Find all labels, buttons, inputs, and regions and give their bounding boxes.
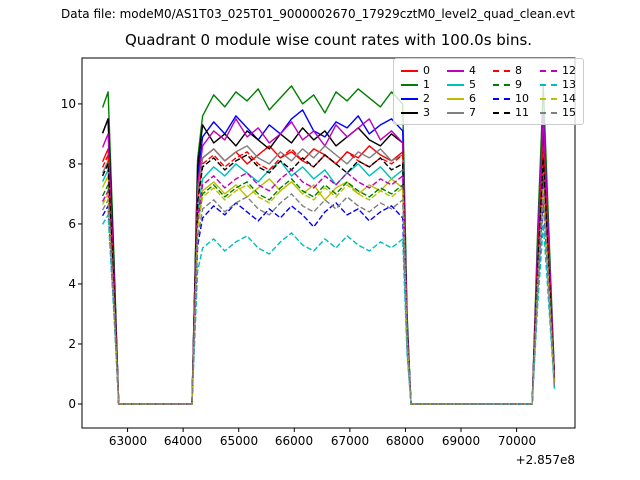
legend-label: 13 [562, 78, 576, 91]
legend-label: 7 [469, 106, 476, 119]
legend-line-swatch [540, 97, 557, 100]
legend-label: 15 [562, 106, 576, 119]
series-line-11 [101, 154, 556, 405]
legend-line-swatch [447, 83, 464, 86]
legend-item-13: 13 [540, 78, 576, 91]
legend-line-swatch [540, 83, 557, 86]
legend-line-swatch [401, 97, 418, 100]
legend-item-7: 7 [447, 106, 482, 119]
series-line-4 [101, 115, 556, 405]
series-line-0 [101, 139, 556, 405]
legend-item-4: 4 [447, 64, 482, 77]
series-line-2 [101, 109, 556, 405]
legend-line-swatch [447, 97, 464, 100]
y-tick-label: 2 [68, 337, 76, 351]
plot-title: Quadrant 0 module wise count rates with … [124, 31, 533, 49]
legend-item-3: 3 [401, 106, 436, 119]
legend-label: 9 [515, 78, 522, 91]
legend-item-15: 15 [540, 106, 576, 119]
x-tick-label: 66000 [274, 434, 314, 448]
series-line-8 [101, 145, 556, 405]
x-tick-label: 68000 [385, 434, 425, 448]
legend-line-swatch [540, 111, 557, 114]
x-tick-label: 63000 [108, 434, 148, 448]
legend-label: 10 [515, 92, 529, 105]
legend-label: 11 [515, 106, 529, 119]
legend-label: 6 [469, 92, 476, 105]
legend-item-11: 11 [493, 106, 529, 119]
legend-label: 1 [423, 78, 430, 91]
legend-item-12: 12 [540, 64, 576, 77]
series-line-1 [101, 85, 556, 405]
legend-line-swatch [493, 111, 510, 114]
y-tick-label: 6 [68, 217, 76, 231]
series-line-7 [101, 145, 556, 405]
legend-label: 12 [562, 64, 576, 77]
legend-label: 4 [469, 64, 476, 77]
legend-line-swatch [401, 69, 418, 72]
legend-line-swatch [493, 69, 510, 72]
x-tick-label: 65000 [219, 434, 259, 448]
axes-frame [81, 57, 576, 429]
x-axis-offset-label: +2.857e8 [515, 453, 575, 467]
legend-line-swatch [493, 97, 510, 100]
legend-item-9: 9 [493, 78, 529, 91]
legend-item-5: 5 [447, 78, 482, 91]
legend-label: 5 [469, 78, 476, 91]
legend-label: 2 [423, 92, 430, 105]
legend-item-6: 6 [447, 92, 482, 105]
legend-box: 0 1 2 3 4 5 6 7 8 9 10 11 12 13 14 15 [393, 58, 584, 125]
legend-item-0: 0 [401, 64, 436, 77]
legend-line-swatch [493, 83, 510, 86]
legend-line-swatch [447, 111, 464, 114]
series-line-3 [101, 118, 556, 405]
legend-line-swatch [401, 83, 418, 86]
legend-item-8: 8 [493, 64, 529, 77]
legend-label: 3 [423, 106, 430, 119]
legend-line-swatch [401, 111, 418, 114]
legend-item-14: 14 [540, 92, 576, 105]
legend-line-swatch [540, 69, 557, 72]
data-file-header: Data file: modeM0/AS1T03_025T01_90000026… [61, 7, 575, 21]
x-tick-label: 69000 [441, 434, 481, 448]
legend-line-swatch [447, 69, 464, 72]
x-tick-label: 67000 [330, 434, 370, 448]
series-line-9 [101, 178, 556, 405]
legend-label: 0 [423, 64, 430, 77]
series-line-6 [101, 169, 556, 405]
legend-item-2: 2 [401, 92, 436, 105]
legend-item-1: 1 [401, 78, 436, 91]
y-tick-label: 0 [68, 397, 76, 411]
series-line-10 [101, 199, 556, 405]
series-line-5 [101, 160, 556, 405]
series-line-12 [101, 169, 556, 405]
legend-label: 14 [562, 92, 576, 105]
series-line-13 [101, 214, 556, 405]
y-tick-label: 8 [68, 157, 76, 171]
y-tick-label: 4 [68, 277, 76, 291]
series-line-15 [101, 193, 556, 405]
series-line-14 [101, 181, 556, 405]
x-tick-label: 70000 [497, 434, 537, 448]
x-tick-label: 64000 [163, 434, 203, 448]
y-tick-label: 10 [60, 97, 76, 111]
legend-item-10: 10 [493, 92, 529, 105]
legend-label: 8 [515, 64, 522, 77]
